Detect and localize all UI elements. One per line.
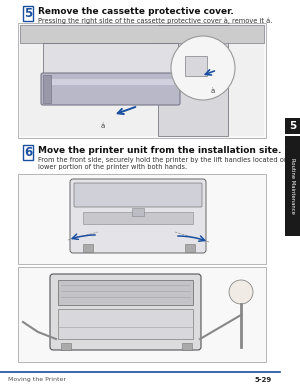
Bar (185, 56, 207, 76)
Circle shape (171, 36, 235, 100)
Bar (285, 136, 300, 236)
Text: Remove the cassette protective cover.: Remove the cassette protective cover. (38, 7, 234, 16)
Bar (61, 343, 71, 350)
Bar (18, 174, 266, 264)
Bar (158, 25, 228, 136)
Bar (58, 309, 193, 339)
Text: Routine Maintenance: Routine Maintenance (290, 158, 295, 214)
Text: 5: 5 (24, 7, 32, 20)
FancyBboxPatch shape (41, 73, 180, 105)
FancyBboxPatch shape (74, 183, 202, 207)
Text: Moving the Printer: Moving the Printer (8, 377, 66, 382)
Bar (185, 244, 195, 252)
Bar (18, 267, 266, 362)
Text: á: á (101, 123, 105, 129)
Bar (20, 25, 264, 43)
Text: 6: 6 (24, 146, 32, 159)
Bar (20, 25, 264, 136)
Bar (58, 280, 193, 305)
Bar (47, 79, 174, 85)
Bar (285, 118, 300, 134)
Text: 5-29: 5-29 (255, 377, 272, 383)
Bar (83, 244, 93, 252)
FancyBboxPatch shape (50, 274, 201, 350)
Bar (43, 75, 51, 103)
Text: à: à (211, 88, 215, 94)
Bar (132, 208, 144, 216)
Text: Move the printer unit from the installation site.: Move the printer unit from the installat… (38, 146, 281, 155)
Circle shape (229, 280, 253, 304)
Bar (43, 43, 178, 75)
FancyBboxPatch shape (70, 179, 206, 253)
Text: 5: 5 (289, 121, 296, 131)
Bar (182, 343, 192, 350)
Text: From the front side, securely hold the printer by the lift handles located on th: From the front side, securely hold the p… (38, 157, 300, 170)
Bar (18, 23, 266, 138)
Bar (83, 212, 193, 224)
Text: Pressing the right side of the cassette protective cover à, remove it á.: Pressing the right side of the cassette … (38, 18, 272, 24)
